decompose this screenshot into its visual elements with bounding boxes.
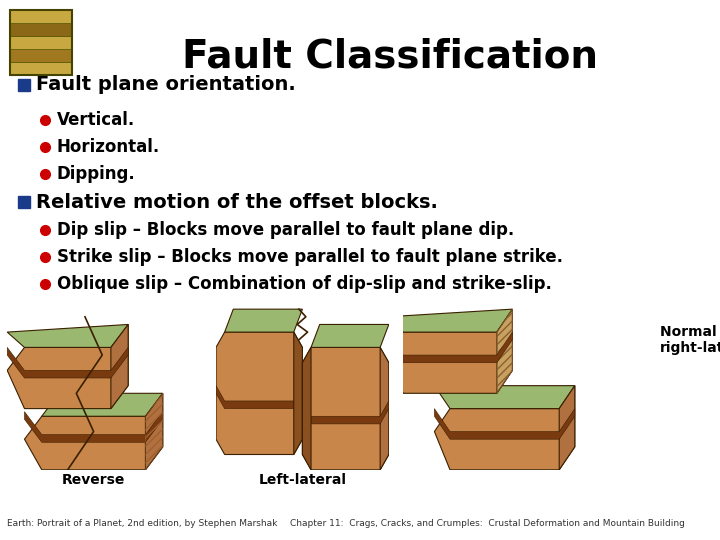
Polygon shape [387,309,513,393]
Polygon shape [434,386,575,470]
Text: Oblique slip – Combination of dip-slip and strike-slip.: Oblique slip – Combination of dip-slip a… [57,275,552,293]
Polygon shape [216,386,302,409]
Polygon shape [42,393,163,416]
Polygon shape [24,393,163,470]
Polygon shape [434,409,575,439]
Polygon shape [7,325,128,347]
Bar [10,36,72,49]
Text: Normal plus
right-lateral: Normal plus right-lateral [660,325,720,355]
Bar [10,23,72,36]
Polygon shape [145,393,163,470]
Polygon shape [380,347,389,470]
Bar [18,196,30,208]
Polygon shape [216,332,302,455]
Text: Strike slip – Blocks move parallel to fault plane strike.: Strike slip – Blocks move parallel to fa… [57,248,563,266]
Bar [10,62,72,75]
Bar [18,79,30,91]
Polygon shape [24,411,163,442]
Polygon shape [294,332,302,455]
Text: Chapter 11:  Crags, Cracks, and Crumples:  Crustal Deformation and Mountain Buil: Chapter 11: Crags, Cracks, and Crumples:… [290,519,685,528]
Text: Vertical.: Vertical. [57,111,135,129]
Polygon shape [311,325,389,347]
Bar [10,10,72,75]
Text: Relative motion of the offset blocks.: Relative motion of the offset blocks. [36,192,438,212]
Polygon shape [302,347,389,470]
Polygon shape [7,347,128,378]
Bar [10,10,72,23]
Polygon shape [111,325,128,409]
Text: Earth: Portrait of a Planet, 2nd edition, by Stephen Marshak: Earth: Portrait of a Planet, 2nd edition… [7,519,277,528]
Text: Fault plane orientation.: Fault plane orientation. [36,76,296,94]
Polygon shape [302,401,389,424]
Polygon shape [387,332,513,363]
Text: Horizontal.: Horizontal. [57,138,161,156]
Text: Dipping.: Dipping. [57,165,136,183]
Text: Fault Classification: Fault Classification [182,38,598,76]
Polygon shape [497,309,513,393]
Polygon shape [302,347,311,470]
Text: Left-lateral: Left-lateral [258,472,346,487]
Polygon shape [434,386,575,409]
Polygon shape [559,386,575,470]
Text: Reverse: Reverse [62,472,125,487]
Bar [10,49,72,62]
Text: Dip slip – Blocks move parallel to fault plane dip.: Dip slip – Blocks move parallel to fault… [57,221,514,239]
Polygon shape [387,309,513,332]
Polygon shape [7,325,128,409]
Polygon shape [225,309,302,332]
